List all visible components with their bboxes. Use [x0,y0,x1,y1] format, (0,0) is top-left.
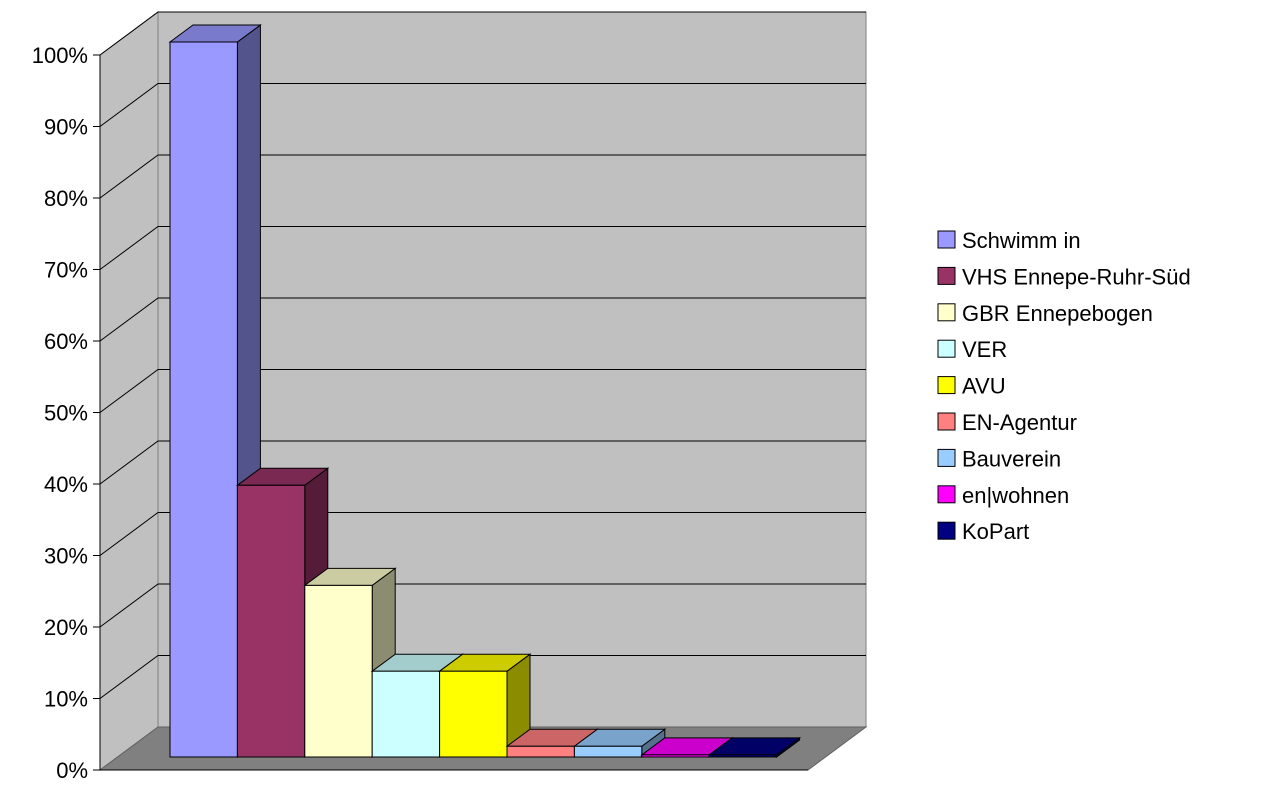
legend-item: VER [937,337,1007,362]
legend-swatch [937,448,956,467]
gridline [99,297,866,342]
bar-front [169,41,238,758]
legend-label: EN-Agentur [962,410,1077,435]
legend-label: VHS Ennepe-Ruhr-Süd [962,264,1191,289]
bar-front [641,754,710,758]
bar-front [708,754,778,758]
legend-swatch [937,412,956,431]
legend: Schwimm in VHS Ennepe-Ruhr-Süd GBR Ennepeb… [937,228,1191,544]
legend-swatch [937,230,956,249]
legend-item: EN-Agentur [937,410,1077,435]
bar-front [506,745,575,758]
legend-label: AVU [962,374,1006,399]
y-tick-label: 100% [32,43,88,68]
legend-item: AVU [937,374,1006,399]
legend-swatch [937,376,956,395]
y-tick-label: 70% [44,258,88,283]
legend-swatch [937,266,956,285]
gridline [99,226,866,270]
gridline [99,512,866,556]
bar-front [371,670,441,758]
legend-swatch [937,485,956,504]
y-tick-label: 0% [56,758,88,780]
legend-item: GBR Ennepebogen [937,301,1153,326]
gridline [99,154,866,199]
y-tick-label: 60% [44,329,88,354]
bar-front [573,745,643,758]
legend-swatch [937,521,956,540]
gridlines [99,11,866,699]
bar [707,736,802,758]
gridline [99,655,866,699]
legend-item: Bauverein [937,446,1061,471]
legend-item: en|wohnen [937,483,1069,508]
legend-label: Schwimm in [962,228,1081,253]
y-axis: 0% 10% 20% 30% 40% 50% 60% 70% 80% 90% 100% [32,43,808,783]
gridline [99,583,866,628]
y-tick-label: 20% [44,615,88,640]
legend-swatch [937,339,956,358]
legend-label: VER [962,337,1007,362]
legend-swatch [937,303,956,322]
bar [438,653,532,758]
legend-label: GBR Ennepebogen [962,301,1153,326]
gridline [99,83,866,127]
legend-label: en|wohnen [962,483,1069,508]
bar-front [304,584,373,758]
legend-item: VHS Ennepe-Ruhr-Süd [937,264,1191,289]
y-tick-label: 90% [44,115,88,140]
gridline [99,11,866,56]
legend-label: KoPart [962,519,1029,544]
legend-item: Schwimm in [937,228,1081,253]
gridline [99,440,866,485]
bar-front [236,484,306,758]
y-tick-label: 10% [44,687,88,712]
gridline [99,369,866,413]
y-tick-label: 80% [44,186,88,211]
bars [168,24,802,758]
legend-label: Bauverein [962,446,1061,471]
legend-item: KoPart [937,519,1029,544]
y-tick-label: 30% [44,544,88,569]
y-tick-label: 40% [44,472,88,497]
bar-front [439,670,508,758]
y-tick-label: 50% [44,401,88,426]
